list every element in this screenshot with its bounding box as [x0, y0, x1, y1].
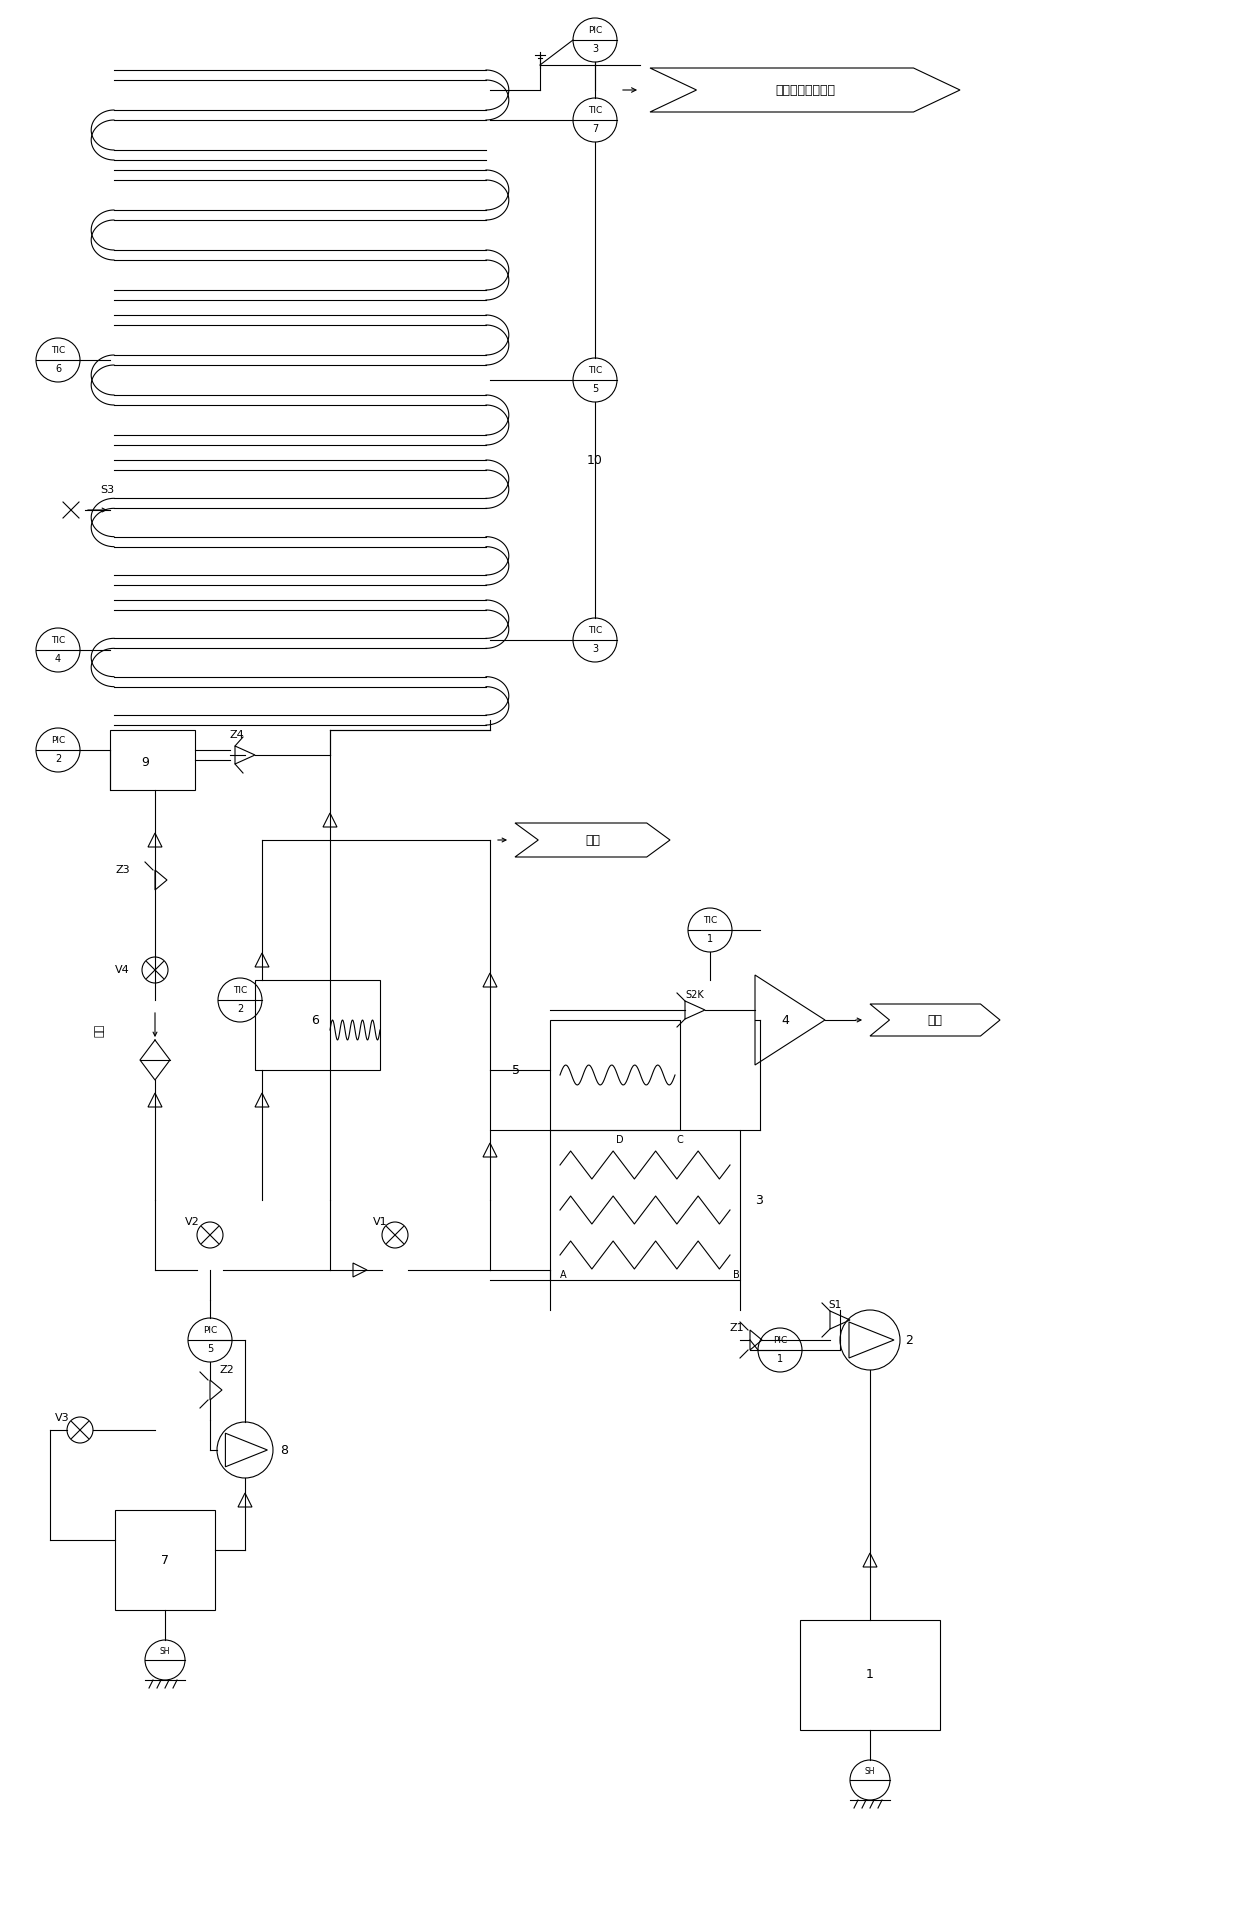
Text: 3: 3	[755, 1194, 763, 1207]
Text: 5: 5	[591, 385, 598, 394]
Text: SH: SH	[864, 1766, 875, 1775]
Text: D: D	[616, 1134, 624, 1146]
Text: TIC: TIC	[588, 105, 603, 115]
Text: PIC: PIC	[51, 737, 66, 744]
Text: SH: SH	[160, 1647, 170, 1655]
Text: 1: 1	[777, 1354, 784, 1364]
Text: V3: V3	[55, 1414, 69, 1423]
Text: TIC: TIC	[703, 916, 717, 924]
Bar	[255, 979, 379, 1069]
Text: 7: 7	[161, 1553, 169, 1567]
Text: V1: V1	[373, 1217, 388, 1226]
Text: TIC: TIC	[51, 346, 66, 354]
Text: 排盐: 排盐	[928, 1014, 942, 1027]
Text: 10: 10	[587, 453, 603, 467]
Text: TIC: TIC	[51, 635, 66, 645]
Bar	[110, 731, 195, 790]
Text: 进料: 进料	[95, 1023, 105, 1037]
Text: PIC: PIC	[588, 25, 603, 34]
Bar	[551, 1131, 740, 1280]
Text: S3: S3	[100, 486, 114, 495]
Text: B: B	[733, 1270, 740, 1280]
Text: 1: 1	[707, 934, 713, 943]
Text: 2: 2	[55, 754, 61, 763]
Text: 5: 5	[512, 1064, 520, 1077]
Text: 2: 2	[237, 1004, 243, 1014]
Text: TIC: TIC	[588, 626, 603, 635]
Text: 机水: 机水	[585, 834, 600, 846]
Text: 1: 1	[866, 1668, 874, 1682]
Text: Z1: Z1	[730, 1324, 745, 1333]
Text: 冷却分离降压收集: 冷却分离降压收集	[775, 84, 835, 96]
Bar	[115, 1509, 215, 1611]
Text: 5: 5	[207, 1343, 213, 1354]
Text: C: C	[677, 1134, 683, 1146]
Text: 4: 4	[781, 1014, 789, 1027]
Text: 9: 9	[141, 756, 149, 769]
Text: 6: 6	[311, 1014, 319, 1027]
Text: 6: 6	[55, 363, 61, 373]
Text: PIC: PIC	[773, 1335, 787, 1345]
Text: 2: 2	[905, 1333, 913, 1347]
Text: TIC: TIC	[233, 985, 247, 995]
Text: 8: 8	[280, 1444, 288, 1456]
Text: 3: 3	[591, 645, 598, 654]
Text: V2: V2	[185, 1217, 200, 1226]
Text: Z4: Z4	[229, 731, 244, 740]
Text: A: A	[560, 1270, 567, 1280]
Text: 7: 7	[591, 124, 598, 134]
Text: 4: 4	[55, 654, 61, 664]
Text: PIC: PIC	[203, 1326, 217, 1335]
Text: Z2: Z2	[219, 1366, 234, 1375]
Text: Z3: Z3	[115, 865, 130, 874]
Text: V4: V4	[115, 964, 130, 976]
Text: 3: 3	[591, 44, 598, 54]
Text: S2K: S2K	[686, 991, 704, 1000]
Text: S1: S1	[828, 1301, 842, 1310]
Bar	[800, 1620, 940, 1729]
Text: TIC: TIC	[588, 365, 603, 375]
Bar	[551, 1020, 680, 1131]
